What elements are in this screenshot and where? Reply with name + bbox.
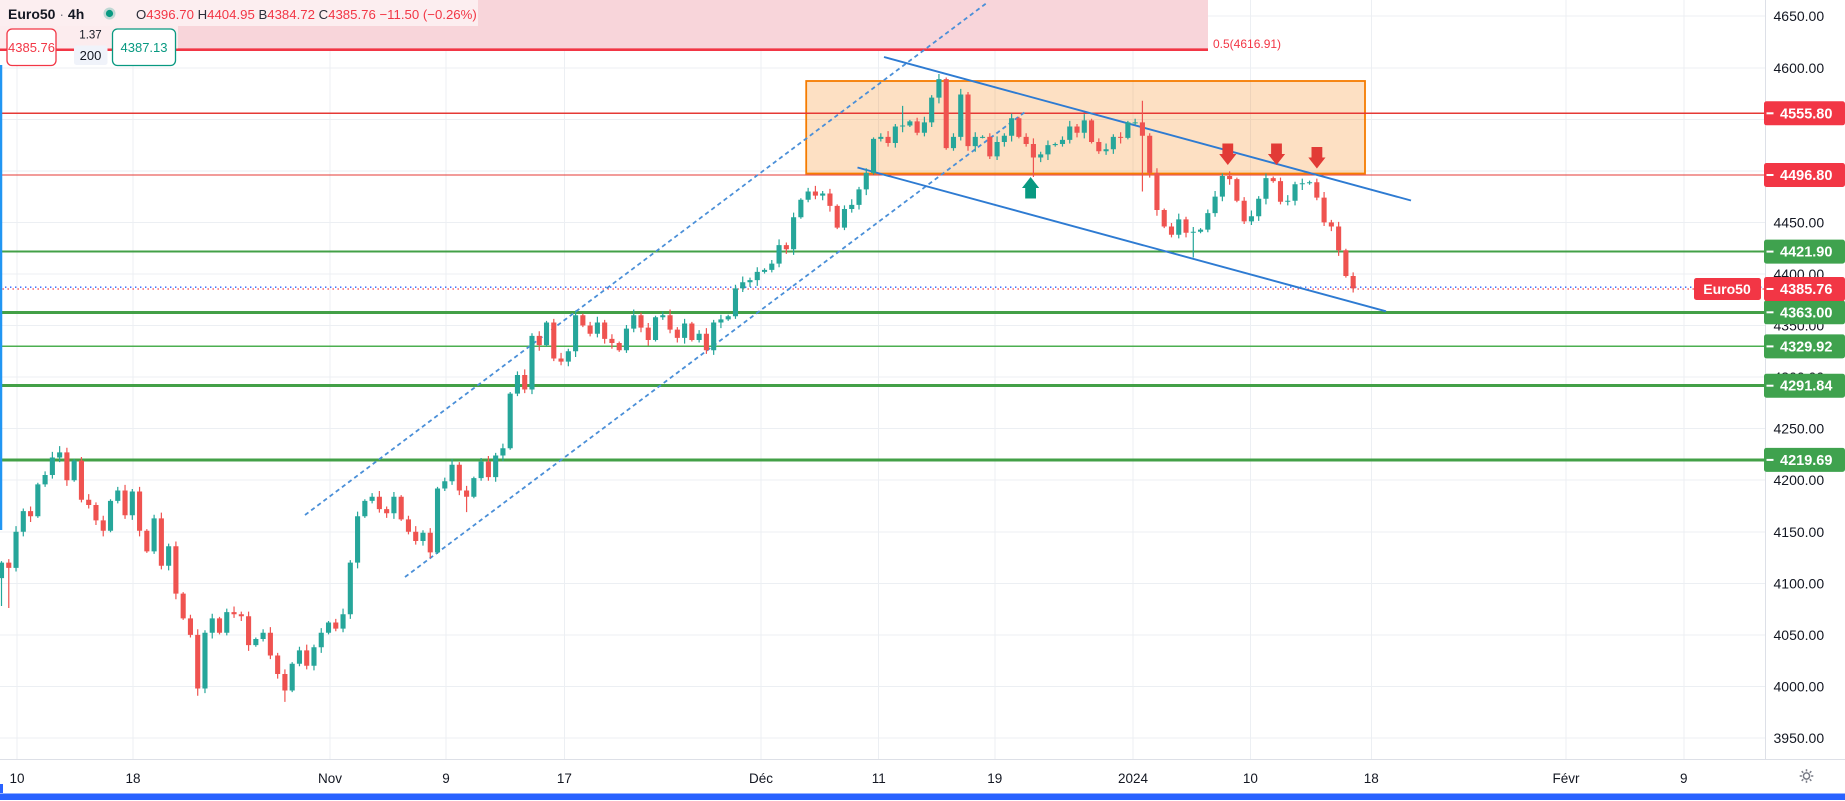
svg-text:4363.00: 4363.00 [1780,305,1832,321]
svg-text:4496.80: 4496.80 [1780,168,1832,184]
svg-text:4387.13: 4387.13 [121,40,168,55]
svg-text:200: 200 [80,48,102,63]
svg-text:4329.92: 4329.92 [1780,339,1832,355]
svg-text:18: 18 [125,771,140,786]
svg-text:4650.00: 4650.00 [1774,8,1825,24]
svg-text:4200.00: 4200.00 [1774,472,1825,488]
svg-text:4250.00: 4250.00 [1774,421,1825,437]
svg-text:9: 9 [1680,771,1688,786]
svg-text:4100.00: 4100.00 [1774,575,1825,591]
svg-text:1.37: 1.37 [79,30,101,42]
svg-text:9: 9 [442,771,450,786]
svg-text:4050.00: 4050.00 [1774,627,1825,643]
svg-text:4600.00: 4600.00 [1774,60,1825,76]
svg-text:4421.90: 4421.90 [1780,245,1832,261]
svg-text:Févr: Févr [1553,771,1581,786]
svg-text:11: 11 [872,771,886,786]
svg-text:Euro50: Euro50 [1703,281,1751,297]
svg-text:O4396.70 H4404.95 B4384.72 C43: O4396.70 H4404.95 B4384.72 C4385.76 −11.… [136,7,477,22]
svg-text:0.5(4616.91): 0.5(4616.91) [1213,37,1281,51]
svg-text:4555.80: 4555.80 [1780,106,1832,122]
svg-text:17: 17 [557,771,572,786]
svg-text:2024: 2024 [1118,771,1149,786]
svg-text:10: 10 [1243,771,1258,786]
svg-text:18: 18 [1364,771,1379,786]
svg-text:10: 10 [9,771,24,786]
svg-text:Nov: Nov [318,771,342,786]
svg-text:4219.69: 4219.69 [1780,453,1832,469]
svg-text:4450.00: 4450.00 [1774,214,1825,230]
svg-text:3950.00: 3950.00 [1774,730,1825,746]
svg-text:4385.76: 4385.76 [1780,282,1832,298]
svg-text:4291.84: 4291.84 [1780,379,1832,395]
svg-text:19: 19 [987,771,1002,786]
svg-text:4150.00: 4150.00 [1774,524,1825,540]
svg-text:Déc: Déc [749,771,773,786]
svg-text:Euro50 · 4h: Euro50 · 4h [8,6,84,22]
svg-text:4385.76: 4385.76 [8,40,55,55]
svg-text:4000.00: 4000.00 [1774,678,1825,694]
